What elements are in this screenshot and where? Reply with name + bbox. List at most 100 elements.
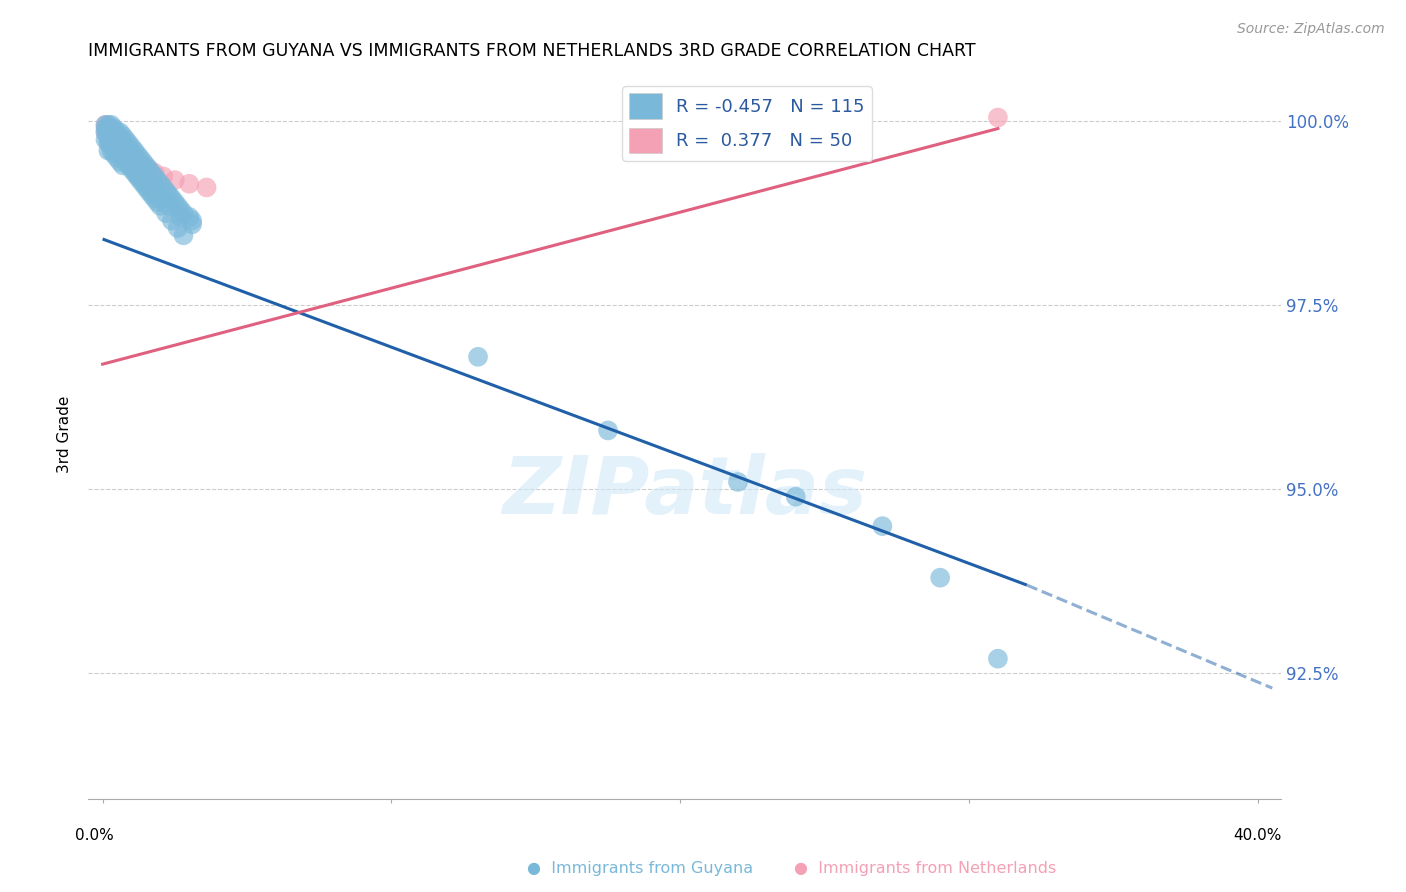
Point [124, 166, 146, 180]
Point [160, 213, 183, 227]
Point [100, 132, 122, 146]
Point [94, 125, 117, 139]
Point [114, 151, 136, 165]
Point [138, 173, 160, 187]
Point [108, 144, 131, 158]
Point [129, 162, 152, 177]
Point [103, 136, 125, 151]
Point [181, 217, 204, 231]
Point [135, 169, 157, 184]
Point [129, 169, 152, 184]
Point [97, 118, 120, 132]
Point [97, 136, 120, 151]
Point [121, 151, 143, 165]
Point [127, 154, 149, 169]
Point [135, 158, 157, 172]
Point [97, 132, 120, 146]
Point [117, 144, 139, 158]
Point [132, 154, 155, 169]
Point [108, 144, 131, 158]
Point [169, 202, 191, 217]
Point [103, 136, 125, 151]
Point [100, 118, 122, 132]
Point [100, 144, 122, 158]
Point [97, 121, 120, 136]
Point [100, 125, 122, 139]
Point [105, 140, 128, 154]
Point [163, 195, 186, 210]
Point [172, 206, 194, 220]
Point [94, 118, 117, 132]
Point [114, 151, 136, 165]
Point [111, 140, 134, 154]
Point [143, 169, 166, 184]
Point [166, 199, 188, 213]
Point [127, 147, 149, 161]
Text: Source: ZipAtlas.com: Source: ZipAtlas.com [1237, 22, 1385, 37]
Text: 40.0%: 40.0% [1233, 828, 1282, 843]
Point [127, 166, 149, 180]
Point [108, 132, 131, 146]
Point [124, 154, 146, 169]
Point [157, 199, 180, 213]
Point [111, 136, 134, 151]
Point [105, 132, 128, 146]
Point [121, 162, 143, 177]
Point [132, 158, 155, 172]
Point [108, 136, 131, 151]
Point [100, 132, 122, 146]
Point [97, 121, 120, 136]
Point [97, 144, 120, 158]
Point [103, 132, 125, 146]
Point [121, 140, 143, 154]
Point [141, 187, 163, 202]
Point [129, 158, 152, 172]
Point [100, 132, 122, 146]
Point [169, 210, 191, 224]
Point [97, 128, 120, 143]
Point [94, 132, 117, 146]
Point [467, 350, 489, 364]
Point [129, 151, 152, 165]
Point [129, 173, 152, 187]
Point [108, 147, 131, 161]
Point [181, 213, 204, 227]
Point [103, 140, 125, 154]
Text: ●  Immigrants from Guyana: ● Immigrants from Guyana [527, 861, 754, 876]
Point [141, 184, 163, 198]
Point [132, 166, 155, 180]
Point [149, 177, 172, 191]
Point [141, 166, 163, 180]
Text: IMMIGRANTS FROM GUYANA VS IMMIGRANTS FROM NETHERLANDS 3RD GRADE CORRELATION CHAR: IMMIGRANTS FROM GUYANA VS IMMIGRANTS FRO… [89, 42, 976, 60]
Point [157, 187, 180, 202]
Point [114, 140, 136, 154]
Point [195, 180, 218, 194]
Point [117, 147, 139, 161]
Point [135, 177, 157, 191]
Point [105, 144, 128, 158]
Point [103, 128, 125, 143]
Point [103, 121, 125, 136]
Point [127, 166, 149, 180]
Point [138, 184, 160, 198]
Point [111, 147, 134, 161]
Point [105, 140, 128, 154]
Point [138, 162, 160, 177]
Point [727, 475, 749, 489]
Text: ●  Immigrants from Netherlands: ● Immigrants from Netherlands [794, 861, 1057, 876]
Point [105, 140, 128, 154]
Point [785, 490, 807, 504]
Point [124, 162, 146, 177]
Point [105, 151, 128, 165]
Point [121, 158, 143, 172]
Point [108, 154, 131, 169]
Point [111, 151, 134, 165]
Point [146, 195, 169, 210]
Point [121, 147, 143, 161]
Point [111, 144, 134, 158]
Point [172, 228, 194, 243]
Point [100, 125, 122, 139]
Point [105, 140, 128, 154]
Point [114, 132, 136, 146]
Point [97, 125, 120, 139]
